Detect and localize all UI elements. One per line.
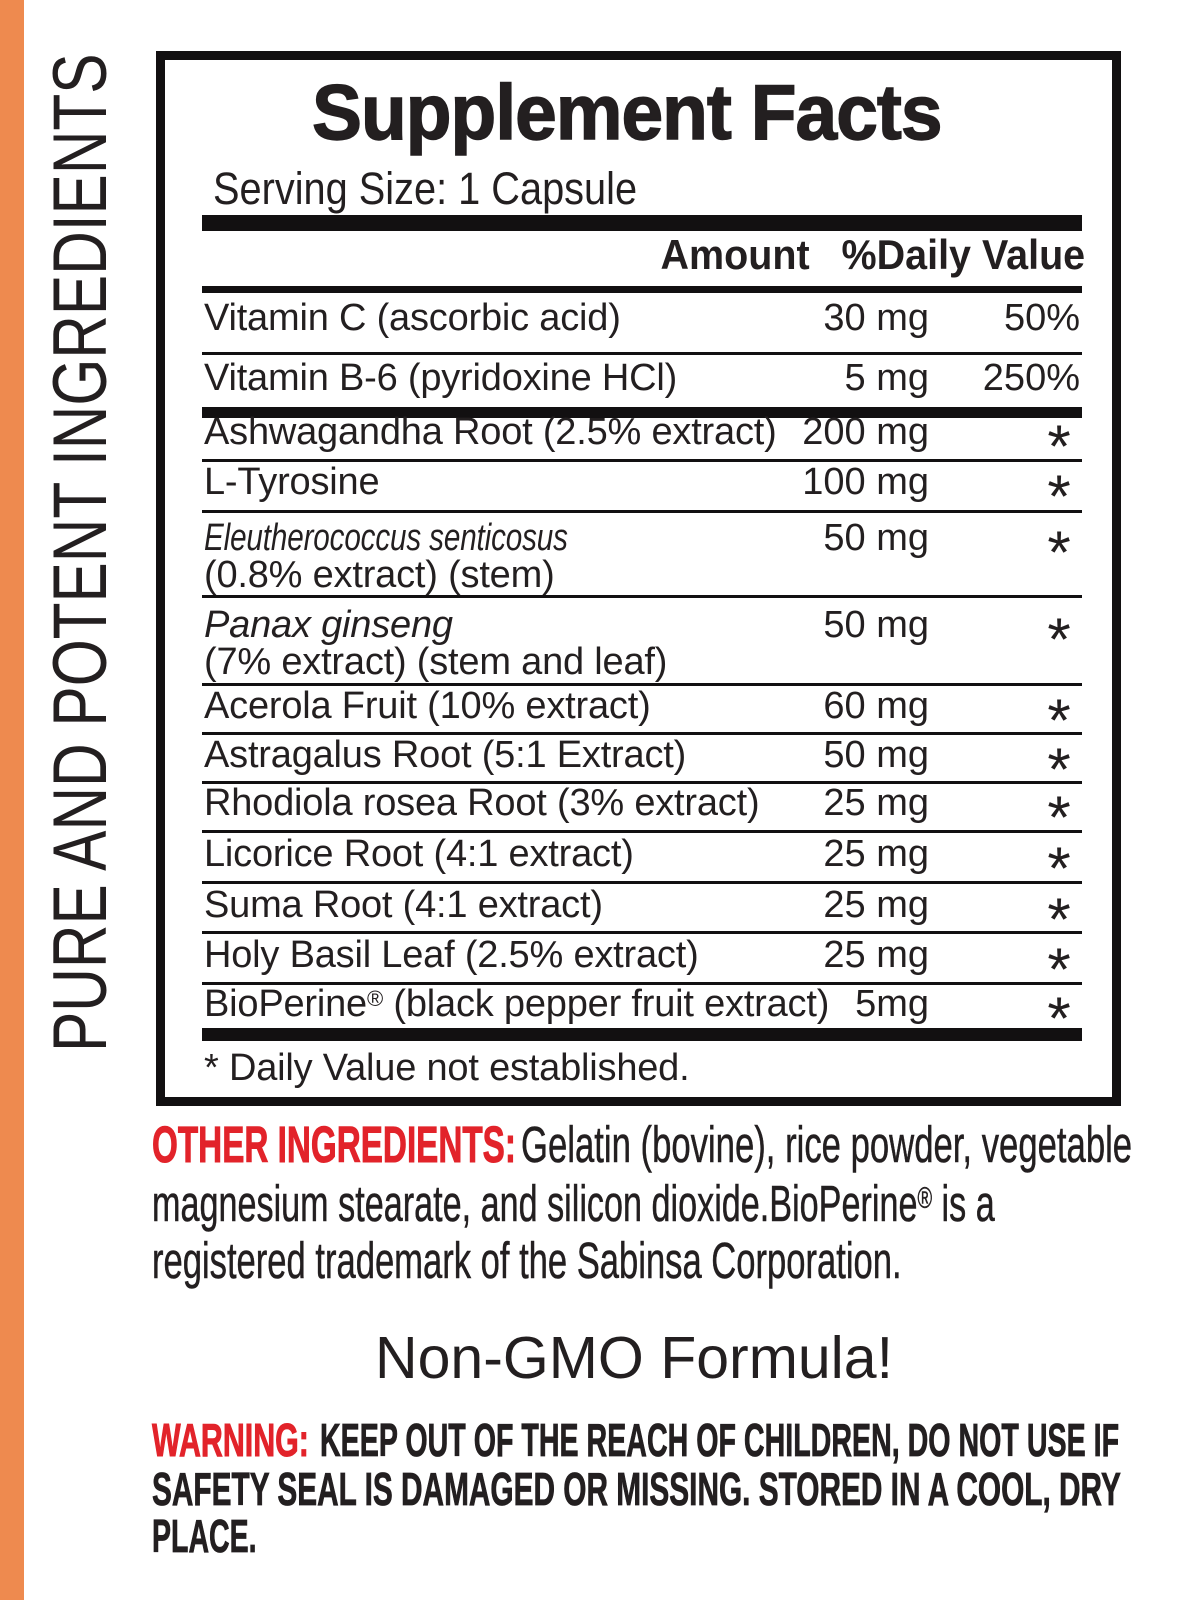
ingredient-name: Vitamin C (ascorbic acid) (204, 297, 621, 339)
ingredient-row: Vitamin C (ascorbic acid) 30 mg 50% (204, 297, 1080, 339)
ingredient-name-suffix: (black pepper fruit extract) (383, 983, 830, 1025)
ingredient-row: Panax ginseng 50 mg * (204, 604, 1078, 670)
ingredient-amount: 50 mg (823, 734, 929, 776)
other-ingredients-text: registered trademark of the Sabinsa Corp… (152, 1232, 902, 1289)
warning-text: PLACE. (152, 1510, 257, 1562)
ingredient-daily-value: * (1047, 886, 1071, 953)
ingredient-row: Ashwagandha Root (2.5% extract) 200 mg * (204, 411, 1078, 477)
ingredient-name: Panax ginseng (204, 604, 453, 646)
ingredient-amount: 30 mg (823, 297, 929, 339)
ingredient-row: Astragalus Root (5:1 Extract) 50 mg * (204, 734, 1078, 800)
registered-mark: ® (366, 986, 384, 1012)
other-ingredients-line1-text: Gelatin (bovine), rice powder, vegetable (521, 1116, 1183, 1173)
ingredient-name-detail: (7% extract) (stem and leaf) (204, 641, 668, 683)
other-ingredients-line3: registered trademark of the Sabinsa Corp… (152, 1232, 1183, 1289)
ingredient-amount: 50 mg (823, 604, 929, 646)
other-ingredients-line2: magnesium stearate, and silicon dioxide.… (152, 1178, 1183, 1237)
ingredient-daily-value: 50% (1003, 297, 1080, 339)
warning-line1: WARNING: (152, 1414, 390, 1466)
ingredient-row: L-Tyrosine 100 mg * (204, 461, 1078, 527)
ingredient-name: Licorice Root (4:1 extract) (204, 833, 634, 875)
ingredient-row: Acerola Fruit (10% extract) 60 mg * (204, 685, 1078, 751)
ingredient-row: Rhodiola rosea Root (3% extract) 25 mg * (204, 782, 1078, 848)
supplement-facts-panel: Supplement Facts Serving Size: 1 Capsule… (156, 51, 1121, 1106)
other-ingredients-label: OTHER INGREDIENTS: (152, 1116, 517, 1173)
other-ingredients-text-post: is a (932, 1175, 995, 1232)
row-separator (202, 732, 1082, 735)
serving-size: Serving Size: 1 Capsule (213, 163, 638, 214)
footnote-text: * Daily Value not established. (204, 1047, 690, 1089)
row-separator (202, 595, 1082, 598)
ingredient-name: Acerola Fruit (10% extract) (204, 685, 651, 727)
ingredient-name: BioPerine® (black pepper fruit extract) (204, 983, 829, 1025)
ingredient-name: Vitamin B-6 (pyridoxine HCl) (204, 357, 678, 399)
row-separator (202, 931, 1082, 934)
ingredient-name: Eleutherococcus senticosus (204, 517, 568, 559)
warning-line3: PLACE. (152, 1510, 321, 1562)
column-header-daily-value: %Daily Value (841, 231, 1085, 278)
other-ingredients-text: magnesium stearate, and silicon dioxide.… (152, 1178, 995, 1237)
warning-text: SAFETY SEAL IS DAMAGED OR MISSING. STORE… (152, 1463, 1121, 1515)
ingredient-daily-value: 250% (982, 357, 1080, 399)
rule-heavy-top (202, 215, 1082, 231)
warning-line2: SAFETY SEAL IS DAMAGED OR MISSING. STORE… (152, 1463, 1183, 1515)
row-separator (202, 781, 1082, 784)
ingredient-name: Astragalus Root (5:1 Extract) (204, 734, 687, 776)
ingredient-row: Vitamin B-6 (pyridoxine HCl) 5 mg 250% (204, 357, 1080, 399)
other-ingredients-line1: OTHER INGREDIENTS: (152, 1116, 710, 1173)
ingredient-row-detail: (7% extract) (stem and leaf) (204, 643, 1078, 681)
ingredient-row: Eleutherococcus senticosus 50 mg * (204, 517, 1078, 583)
ingredient-name: Ashwagandha Root (2.5% extract) (204, 411, 777, 453)
ingredient-amount: 50 mg (823, 517, 929, 559)
column-header-amount: Amount (660, 231, 810, 278)
ingredient-amount: 25 mg (823, 884, 929, 926)
ingredient-amount: 5mg (855, 983, 929, 1025)
row-separator (202, 982, 1082, 985)
ingredient-row: BioPerine® (black pepper fruit extract) … (204, 983, 1078, 1049)
row-separator (202, 830, 1082, 833)
ingredient-daily-value: * (1047, 606, 1071, 673)
other-ingredients-text-pre: magnesium stearate, and silicon dioxide.… (152, 1175, 918, 1232)
ingredient-row: Holy Basil Leaf (2.5% extract) 25 mg * (204, 934, 1078, 1000)
ingredient-amount: 60 mg (823, 685, 929, 727)
ingredient-amount: 25 mg (823, 833, 929, 875)
ingredient-daily-value: * (1047, 519, 1071, 586)
ingredient-name-detail: (0.8% extract) (stem) (204, 554, 555, 596)
rule-header-bottom (202, 286, 1082, 293)
row-separator (202, 881, 1082, 884)
warning-text: KEEP OUT OF THE REACH OF CHILDREN, DO NO… (320, 1414, 1120, 1466)
row-separator (202, 683, 1082, 686)
ingredient-row-detail: (0.8% extract) (stem) (204, 556, 1078, 594)
ingredient-amount: 200 mg (802, 411, 929, 453)
ingredient-amount: 5 mg (844, 357, 929, 399)
ingredient-amount: 25 mg (823, 934, 929, 976)
row-separator (202, 459, 1082, 462)
accent-stripe (0, 0, 24, 1600)
other-ingredients-text: Gelatin (bovine), rice powder, vegetable (521, 1116, 1133, 1173)
footnote: * Daily Value not established. (204, 1049, 1078, 1087)
warning-line1-text: KEEP OUT OF THE REACH OF CHILDREN, DO NO… (320, 1414, 1183, 1466)
registered-mark: ® (917, 1181, 933, 1215)
ingredient-name: L-Tyrosine (204, 461, 380, 503)
ingredient-row: Licorice Root (4:1 extract) 25 mg * (204, 833, 1078, 899)
ingredient-name: Suma Root (4:1 extract) (204, 884, 603, 926)
row-separator (202, 510, 1082, 513)
ingredient-row: Suma Root (4:1 extract) 25 mg * (204, 884, 1078, 950)
row-separator (202, 352, 1082, 355)
panel-title: Supplement Facts (311, 68, 943, 156)
rule-heavy-bottom (202, 1028, 1082, 1041)
ingredient-daily-value: * (1047, 736, 1071, 803)
ingredient-name: Rhodiola rosea Root (3% extract) (204, 782, 760, 824)
ingredient-daily-value: * (1047, 687, 1071, 754)
ingredient-name: Holy Basil Leaf (2.5% extract) (204, 934, 699, 976)
ingredient-amount: 100 mg (802, 461, 929, 503)
ingredient-name-main: BioPerine (204, 983, 367, 1025)
side-vertical-label: PURE AND POTENT INGREDIENTS (38, 53, 123, 1052)
warning-label: WARNING: (152, 1414, 310, 1466)
rule-heavy-mid (202, 407, 1082, 418)
ingredient-amount: 25 mg (823, 782, 929, 824)
non-gmo-claim: Non-GMO Formula! (375, 1325, 893, 1391)
